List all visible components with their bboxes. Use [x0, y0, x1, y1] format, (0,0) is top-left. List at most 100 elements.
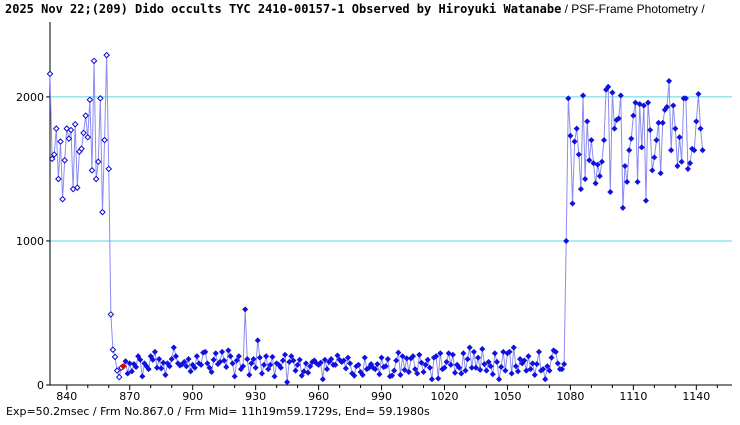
data-point — [466, 344, 473, 351]
data-point — [529, 360, 536, 367]
data-point — [645, 99, 652, 106]
data-point — [582, 175, 589, 183]
data-point-open — [92, 175, 100, 183]
data-point — [302, 360, 310, 367]
data-point — [298, 372, 305, 379]
data-point — [368, 361, 375, 368]
data-point — [464, 356, 471, 363]
data-point — [261, 361, 268, 368]
data-point — [456, 364, 463, 371]
data-point — [621, 163, 629, 170]
data-point — [365, 364, 372, 371]
data-point — [340, 357, 347, 364]
data-point — [670, 102, 677, 109]
data-point — [231, 373, 238, 380]
data-point — [244, 356, 251, 363]
data-point — [361, 354, 368, 361]
data-point — [422, 361, 429, 368]
data-point — [288, 353, 295, 360]
data-point — [328, 356, 335, 363]
data-point — [682, 95, 689, 102]
data-point — [254, 337, 261, 344]
data-point — [693, 118, 700, 125]
data-point — [250, 356, 257, 363]
data-point — [162, 371, 169, 378]
data-point — [372, 366, 379, 373]
data-point — [405, 369, 412, 376]
data-point — [397, 371, 404, 378]
data-point — [347, 360, 354, 367]
data-point — [382, 363, 389, 370]
data-point — [540, 366, 547, 373]
data-point — [500, 348, 507, 355]
data-point — [619, 204, 626, 211]
data-point — [206, 364, 213, 371]
data-point — [508, 370, 515, 377]
data-point — [563, 237, 570, 244]
data-point — [598, 158, 605, 165]
data-point — [678, 158, 685, 165]
data-point — [256, 354, 263, 361]
data-point — [659, 119, 666, 126]
data-point — [221, 357, 228, 364]
data-point — [240, 363, 247, 370]
data-point — [653, 137, 660, 144]
grid-lines — [50, 96, 732, 242]
data-point — [219, 348, 226, 355]
data-point — [191, 364, 198, 371]
data-point-open — [107, 311, 115, 318]
data-point — [697, 125, 704, 132]
data-point — [229, 360, 236, 367]
data-point-open — [82, 112, 89, 119]
data-point — [569, 200, 576, 207]
data-point — [292, 367, 299, 374]
data-point — [282, 351, 289, 358]
data-point — [271, 373, 278, 380]
data-point — [451, 369, 459, 376]
data-point-open — [46, 70, 54, 78]
data-point — [233, 357, 240, 364]
data-point — [344, 354, 352, 361]
data-point — [389, 372, 396, 379]
x-tick-label: 960 — [308, 390, 329, 403]
data-point — [263, 353, 270, 360]
data-point — [166, 363, 173, 370]
data-point — [468, 364, 475, 371]
data-point — [384, 356, 391, 363]
data-point — [691, 147, 698, 154]
data-point — [225, 347, 232, 354]
data-point-open — [111, 353, 119, 361]
data-point — [305, 369, 312, 376]
data-point-open — [90, 57, 98, 65]
data-point — [565, 95, 572, 102]
data-point — [605, 83, 612, 90]
data-point — [403, 355, 410, 362]
data-point — [632, 99, 639, 106]
data-point — [672, 125, 679, 132]
chart-title-method: / PSF-Frame Photometry / — [561, 2, 705, 16]
data-point — [198, 361, 205, 368]
data-point — [286, 358, 293, 365]
data-point-open — [88, 167, 96, 174]
data-point — [676, 134, 683, 141]
data-point — [433, 353, 440, 360]
data-point — [634, 178, 641, 185]
data-point — [590, 160, 597, 167]
data-point — [185, 356, 192, 363]
data-point-open — [101, 136, 108, 144]
data-point — [443, 358, 450, 365]
data-point — [435, 375, 442, 382]
x-tick-label: 870 — [119, 390, 140, 403]
data-point — [317, 359, 324, 366]
data-point — [546, 367, 553, 374]
data-point — [391, 367, 398, 374]
data-point — [521, 357, 528, 364]
data-point — [248, 360, 255, 367]
data-point — [472, 364, 480, 371]
data-point — [575, 151, 582, 158]
data-point — [699, 147, 706, 154]
data-point — [523, 367, 530, 374]
data-point — [183, 363, 190, 370]
data-point — [548, 354, 555, 361]
data-point-open — [113, 367, 121, 374]
